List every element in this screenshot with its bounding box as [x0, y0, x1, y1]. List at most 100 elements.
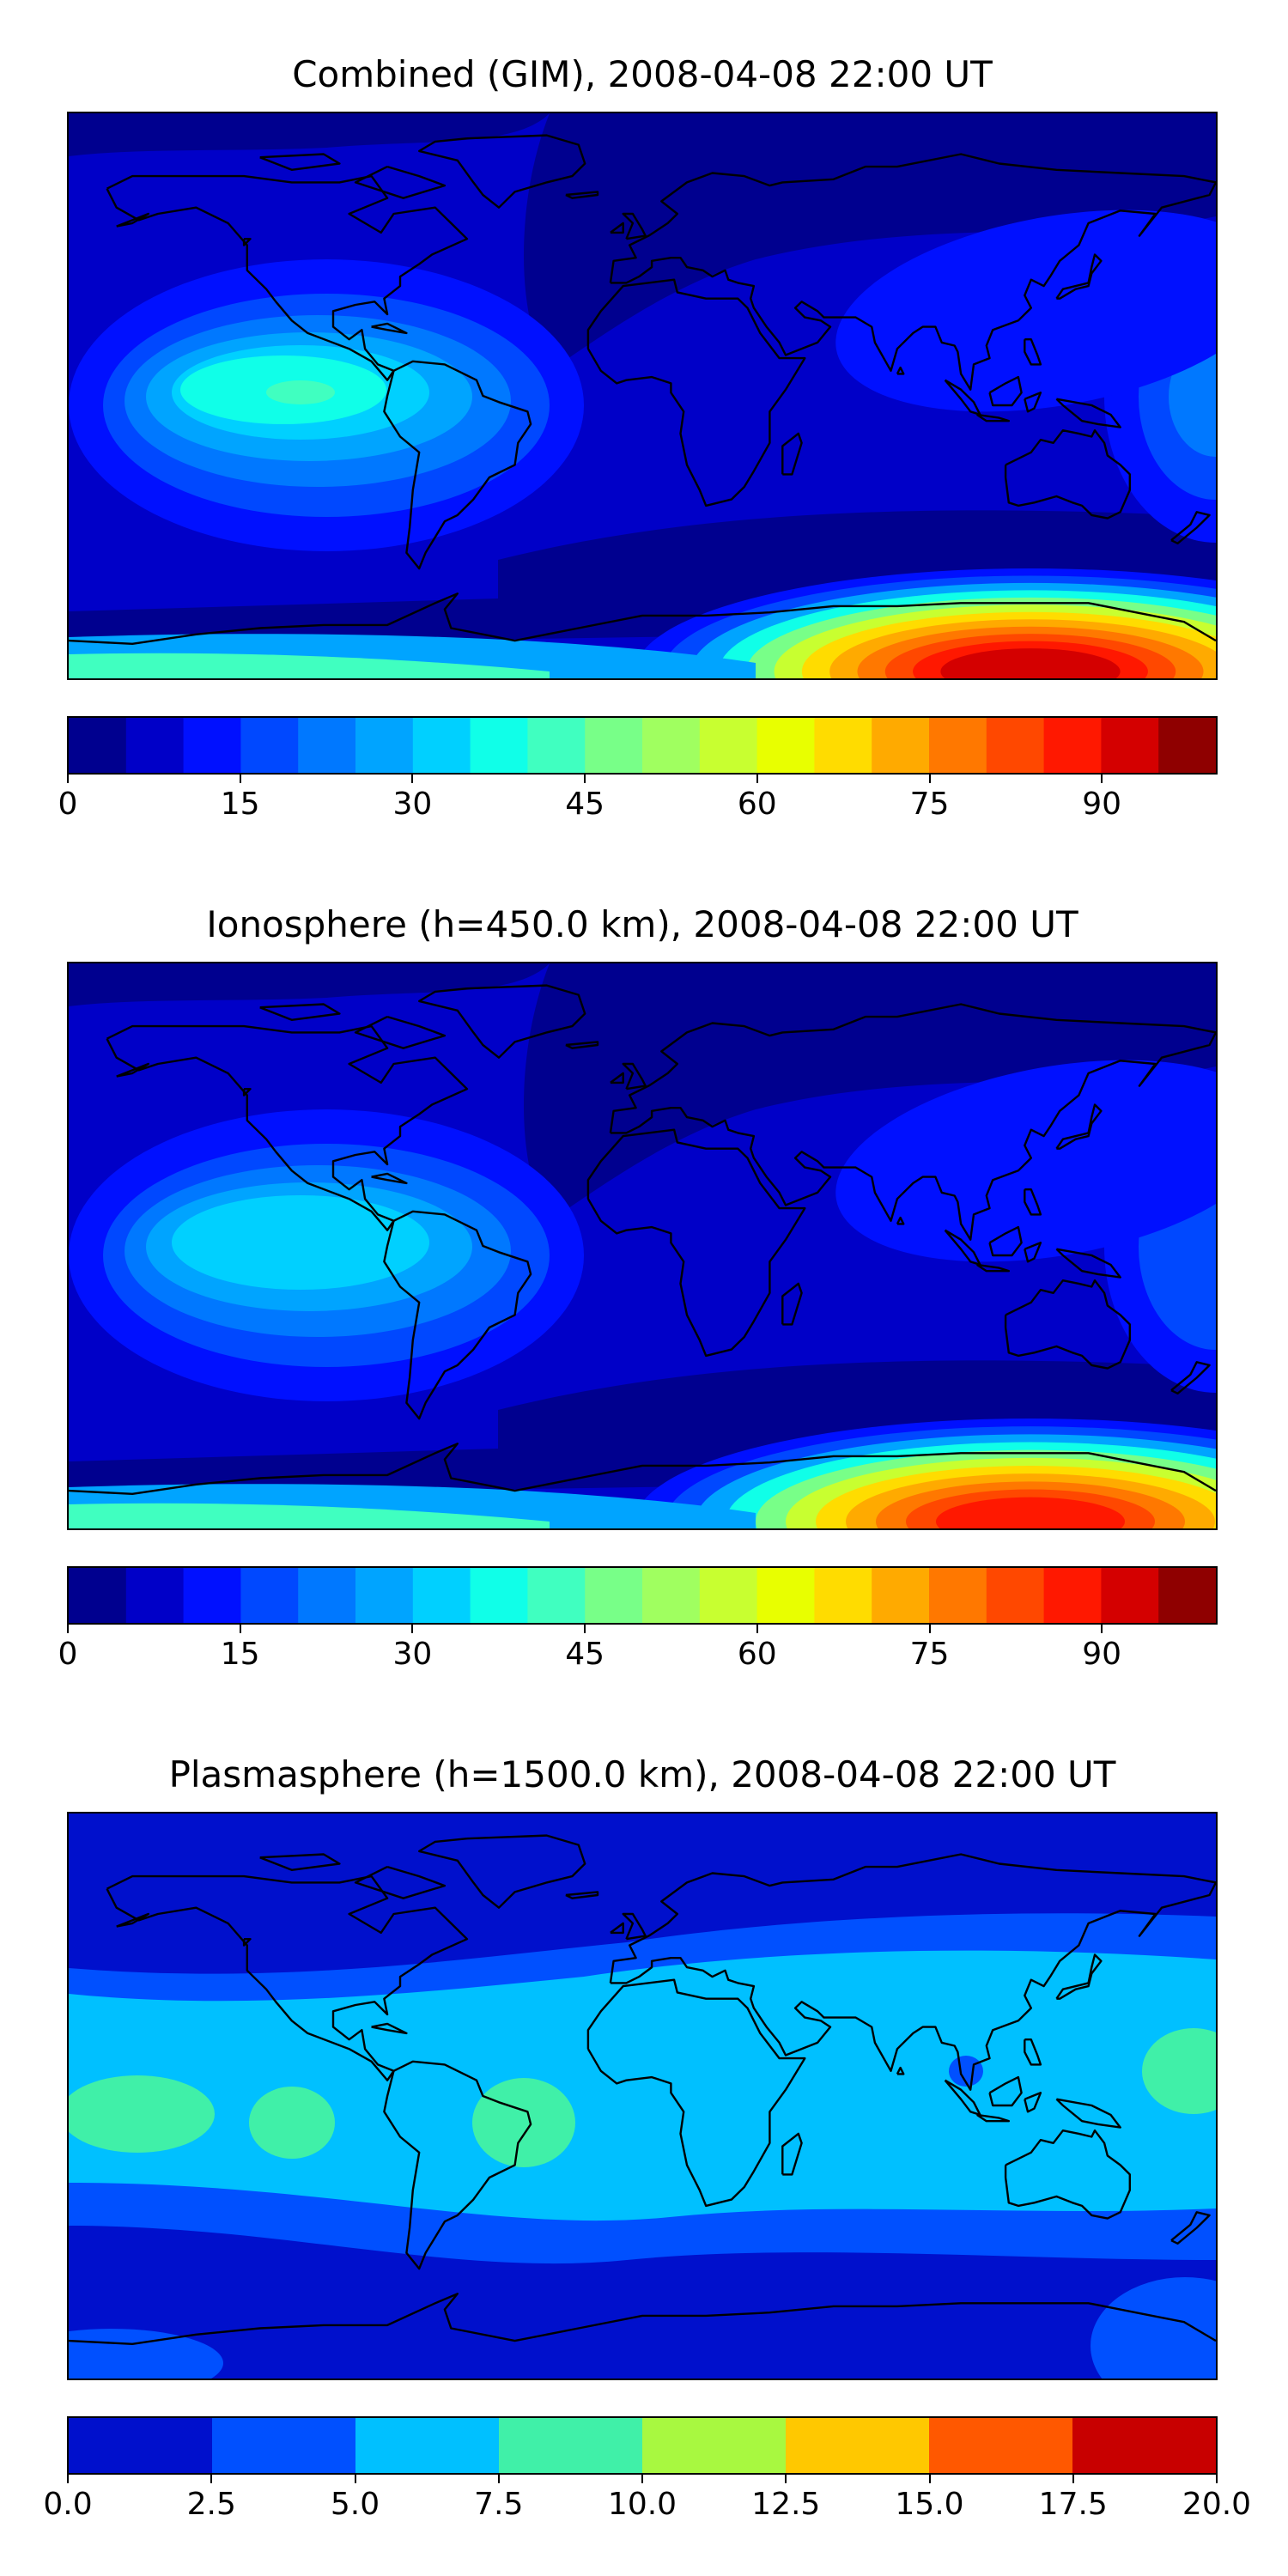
- coastline: [259, 153, 341, 172]
- coastline: [988, 375, 1023, 407]
- colorbar-tick-label: 90: [1082, 787, 1122, 822]
- coastline: [1024, 2038, 1042, 2066]
- colorbar-tick-label: 75: [909, 787, 950, 822]
- colorbar-swatch: [212, 2418, 356, 2473]
- coastline: [418, 134, 586, 209]
- colorbar-swatch: [786, 2418, 930, 2473]
- coastline: [259, 1853, 341, 1872]
- colorbar-tick: [928, 775, 931, 783]
- coastline: [106, 174, 469, 381]
- colorbar-swatch: [240, 718, 299, 773]
- colorbar-swatch: [527, 1568, 586, 1623]
- contour-fill: [266, 380, 335, 404]
- colorbar-swatch: [814, 718, 872, 773]
- coastline: [896, 2066, 905, 2075]
- colorbar-tick-label: 0: [58, 787, 78, 822]
- contour-fill: [69, 2075, 215, 2153]
- panel-title: Plasmasphere (h=1500.0 km), 2008-04-08 2…: [168, 1753, 1116, 1795]
- coastline: [1055, 2098, 1121, 2129]
- colorbar-swatch: [756, 718, 815, 773]
- colorbar-swatch: [642, 718, 701, 773]
- colorbar-tick-label: 2.5: [186, 2487, 236, 2522]
- colorbar-tick: [239, 775, 241, 783]
- coastline: [1170, 2211, 1211, 2245]
- colorbar-tick-label: 15: [220, 1637, 260, 1672]
- colorbar-swatch: [183, 1568, 241, 1623]
- contour-fill: [69, 1950, 1216, 2221]
- colorbar-swatch: [355, 2418, 500, 2473]
- coastline: [896, 366, 905, 375]
- colorbar-tick: [756, 1625, 758, 1633]
- colorbar-tick: [67, 775, 69, 783]
- contour-fill: [69, 653, 550, 678]
- coastline: [69, 2293, 1216, 2345]
- contour-fill: [835, 1060, 1216, 1262]
- contour-fill: [69, 1503, 550, 1528]
- colorbar-swatch: [1158, 718, 1216, 773]
- coastline: [69, 1443, 1216, 1495]
- colorbar-ticks-combined: 0 15 30 45 60 75 90: [58, 775, 1218, 826]
- colorbar-swatch: [642, 1568, 701, 1623]
- colorbar-tick: [584, 775, 586, 783]
- coastline: [988, 2075, 1023, 2107]
- coastline: [106, 1024, 469, 1231]
- colorbar-tick-label: 30: [392, 787, 433, 822]
- colorbar-swatch: [470, 1568, 528, 1623]
- colorbar-swatch: [1101, 718, 1159, 773]
- colorbar-tick: [1216, 2475, 1218, 2483]
- coastline: [1024, 392, 1042, 413]
- coastline: [116, 1062, 150, 1078]
- coastline: [622, 1062, 647, 1091]
- coastline: [781, 2132, 803, 2176]
- colorbar-tick: [785, 2475, 787, 2483]
- colorbar-swatch: [1101, 1568, 1159, 1623]
- coastline: [1024, 2092, 1042, 2113]
- contour-fill: [1091, 2277, 1216, 2379]
- coastline: [242, 237, 252, 246]
- coastline: [1055, 398, 1121, 428]
- coastline: [976, 2113, 1011, 2123]
- map-combined: [67, 112, 1218, 680]
- colorbar-swatch: [1158, 1568, 1216, 1623]
- colorbar-tick: [354, 2475, 356, 2483]
- colorbar-tick-label: 30: [392, 1637, 433, 1672]
- coastline: [1170, 1361, 1211, 1394]
- colorbar-tick: [1072, 2475, 1074, 2483]
- coastline: [116, 212, 150, 228]
- coastline: [354, 1015, 447, 1049]
- coastline: [1024, 1188, 1042, 1216]
- colorbar-tick: [1101, 775, 1103, 783]
- colorbar-tick: [497, 2475, 500, 2483]
- colorbar-tick: [239, 1625, 241, 1633]
- colorbar-swatch: [814, 1568, 872, 1623]
- map-plasmasphere: [67, 1812, 1218, 2380]
- contour-fill: [1142, 2028, 1216, 2114]
- coastline: [610, 1922, 624, 1935]
- colorbar-swatch: [872, 718, 930, 773]
- contour-fill: [472, 2078, 575, 2167]
- coastline: [1004, 429, 1132, 519]
- coastline: [354, 165, 447, 199]
- colorbar-swatch: [69, 1568, 127, 1623]
- coastline: [371, 2022, 408, 2035]
- coastline: [609, 153, 1216, 391]
- colorbar-tick-label: 15.0: [895, 2487, 964, 2522]
- colorbar-tick-label: 20.0: [1182, 2487, 1252, 2522]
- coastline: [1055, 1248, 1121, 1279]
- colorbar-swatch: [69, 2418, 213, 2473]
- coastline: [896, 1216, 905, 1225]
- heatmap-combined: [69, 113, 1216, 678]
- colorbar-tick-label: 15: [220, 787, 260, 822]
- colorbar-swatches: [69, 718, 1216, 773]
- contour-fill: [172, 1195, 429, 1290]
- colorbar-swatch: [1072, 2418, 1216, 2473]
- colorbar-swatches: [69, 1568, 1216, 1623]
- coastline: [69, 592, 1216, 645]
- colorbar-ticks-plasmasphere: 0.0 2.5 5.0 7.5 10.0 12.5 15.0 17.5 20.0: [43, 2475, 1251, 2526]
- colorbar-tick-label: 10.0: [607, 2487, 677, 2522]
- colorbar-swatch: [125, 718, 185, 773]
- colorbar-swatch: [986, 718, 1045, 773]
- coastline: [586, 1128, 806, 1358]
- contour-fill: [69, 2329, 223, 2379]
- colorbar-tick-label: 7.5: [474, 2487, 524, 2522]
